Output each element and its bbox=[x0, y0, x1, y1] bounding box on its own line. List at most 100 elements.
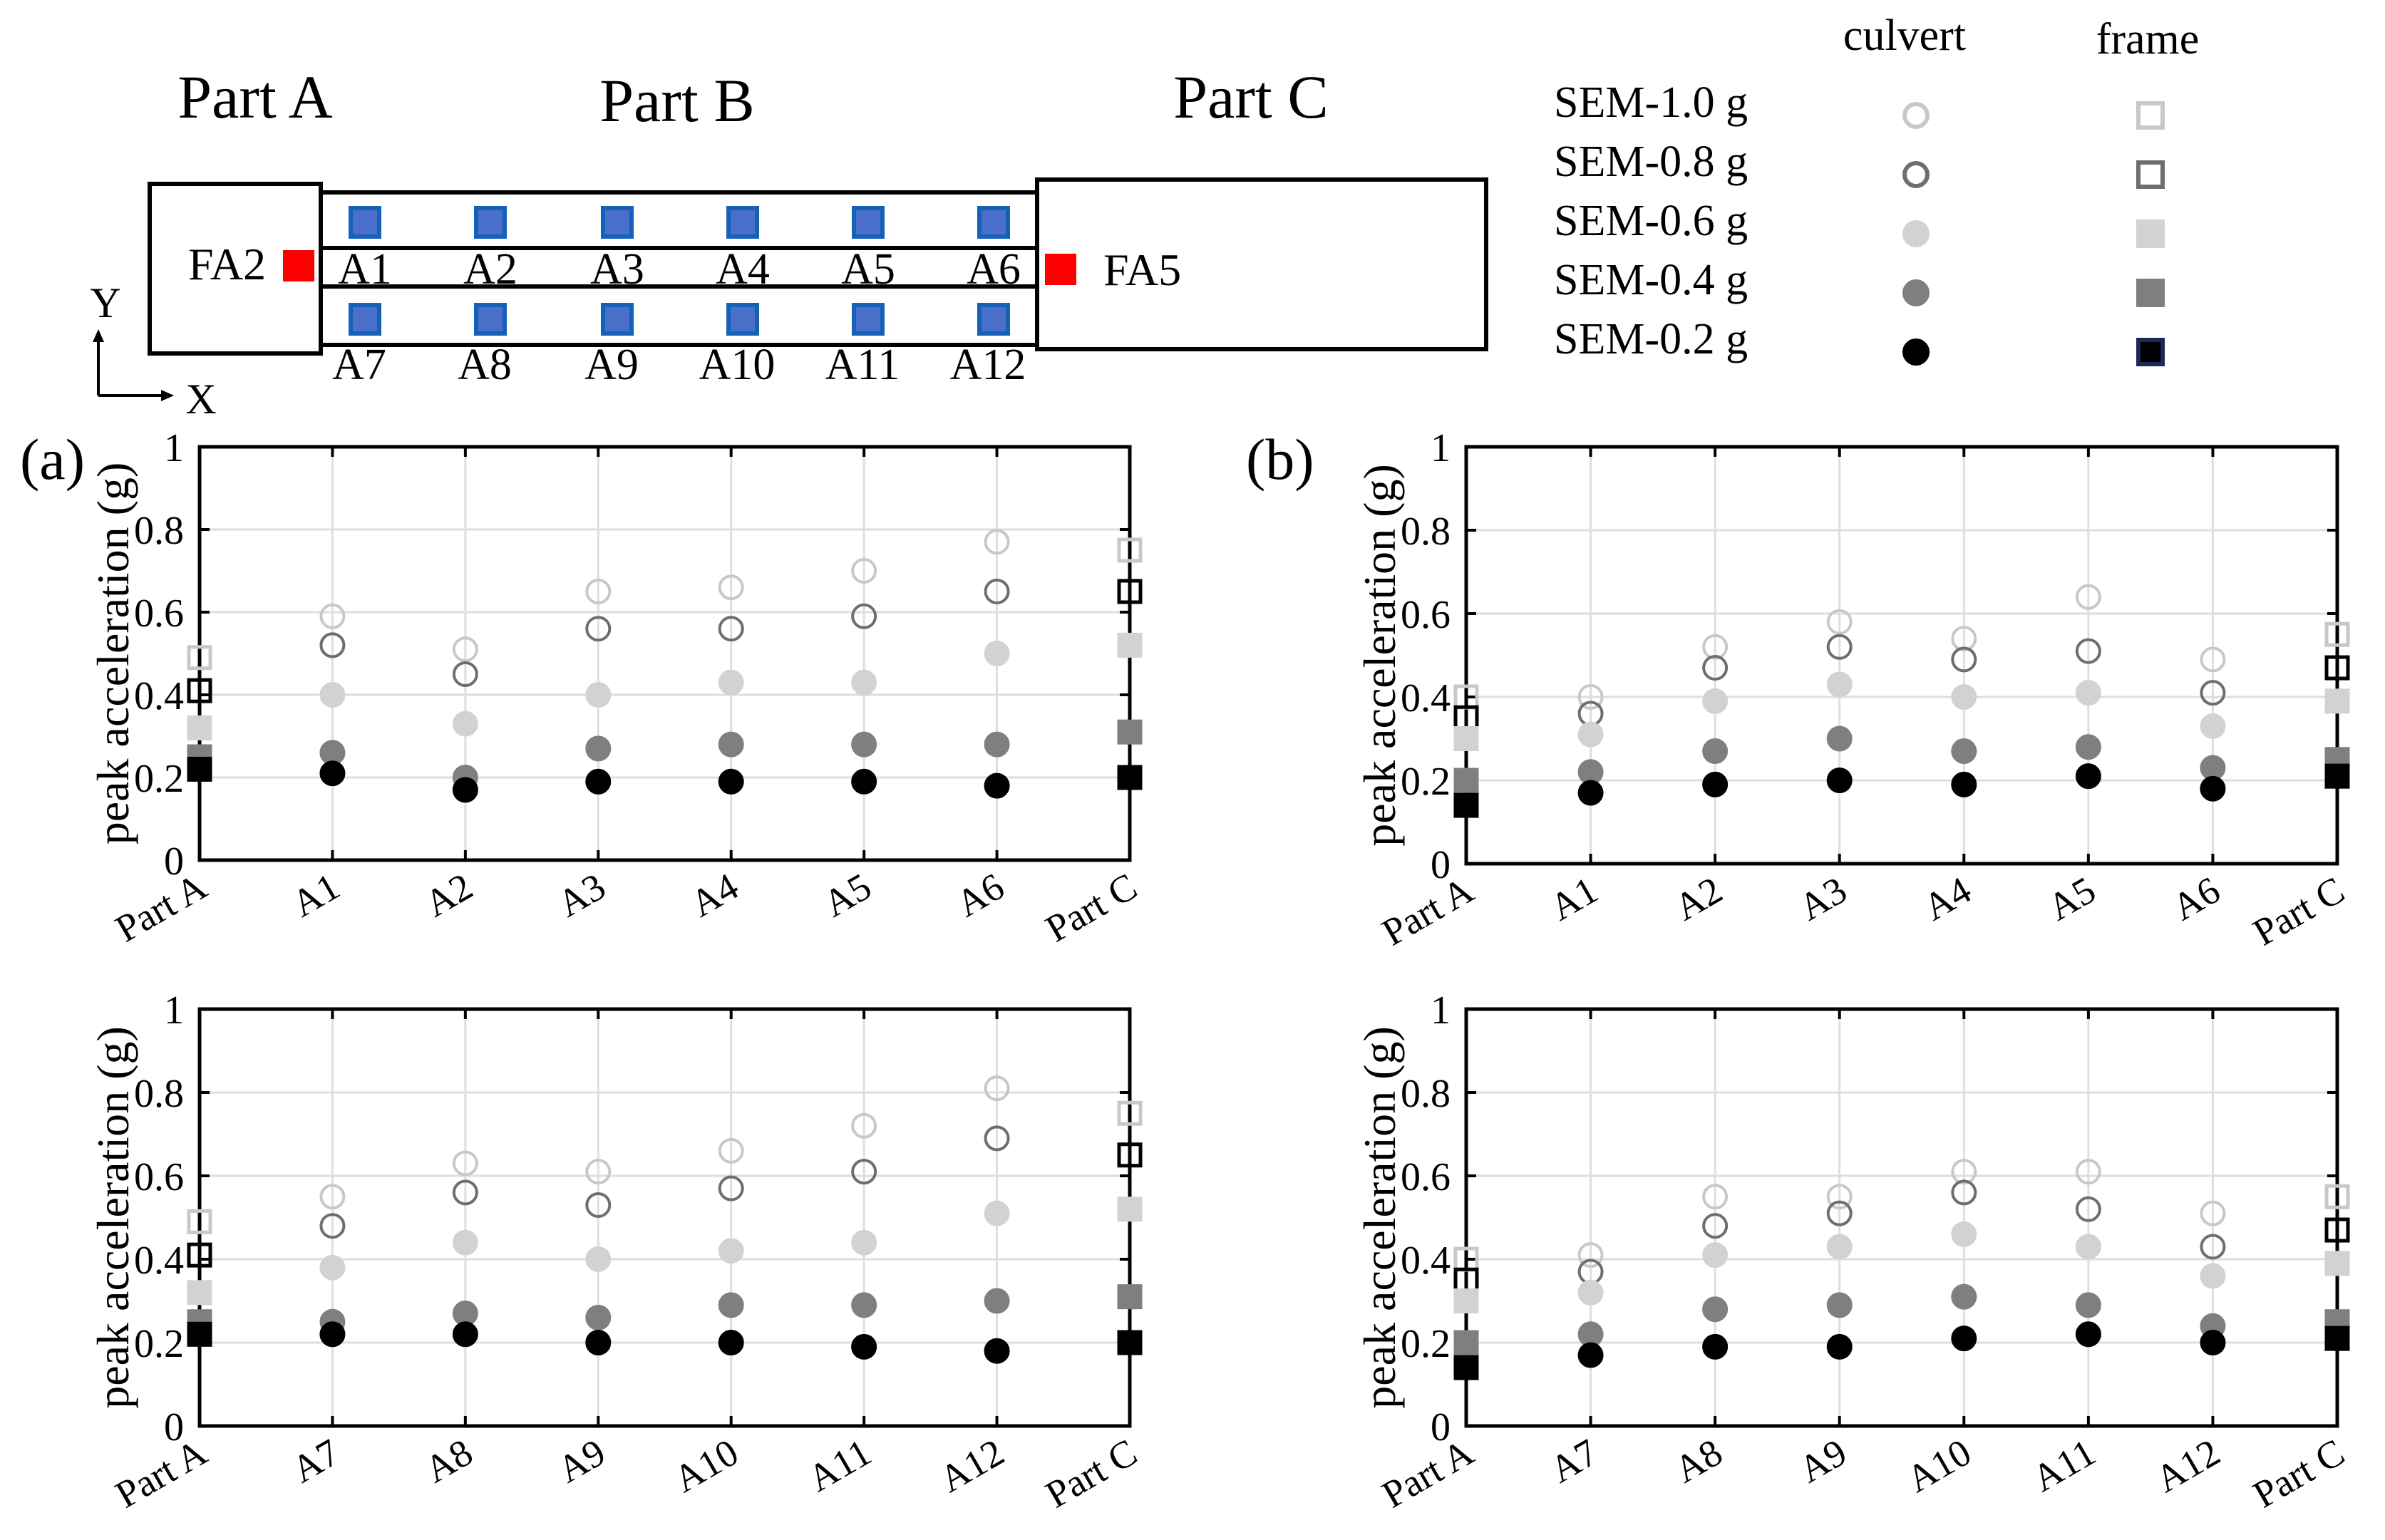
culvert-marker bbox=[452, 1321, 478, 1348]
sensor-label-a4: A4 bbox=[716, 245, 770, 294]
x-tick-label: A5 bbox=[816, 864, 878, 925]
sensor-a6 bbox=[977, 206, 1010, 239]
culvert-marker bbox=[2200, 646, 2226, 673]
upper-sensor-row: A1 A2 A3 A4 A5 A6 bbox=[338, 206, 1021, 294]
culvert-marker bbox=[851, 603, 877, 629]
axes-box bbox=[1464, 1007, 2339, 1428]
culvert-marker bbox=[851, 1229, 877, 1256]
culvert-marker bbox=[984, 772, 1010, 799]
culvert-marker bbox=[2200, 755, 2226, 781]
fa2-sensor bbox=[283, 250, 314, 281]
x-tick-label: A3 bbox=[550, 864, 612, 925]
panel-label-b: (b) bbox=[1246, 427, 1314, 492]
culvert-marker bbox=[319, 1254, 346, 1281]
culvert-marker bbox=[984, 1125, 1010, 1152]
y-tick-label: 0 bbox=[164, 1405, 184, 1449]
culvert-marker bbox=[1577, 721, 1604, 748]
legend-frame-marker-5 bbox=[2136, 338, 2165, 366]
culvert-marker bbox=[851, 1159, 877, 1185]
y-tick-label: 0.2 bbox=[134, 1322, 184, 1366]
chart-a-top: 0 0.2 0.4 0.6 0.8 1 Part A A1 A2 A3 A4 A5 A6 Part C pe… bbox=[88, 426, 1144, 951]
y-tick-label: 1 bbox=[1431, 988, 1451, 1033]
culvert-marker bbox=[1702, 688, 1729, 714]
sensor-a3 bbox=[601, 206, 634, 239]
sensor-label-a11: A11 bbox=[825, 341, 900, 389]
sensor-a1 bbox=[349, 206, 381, 239]
legend-header-frame: frame bbox=[2096, 15, 2200, 63]
frame-marker bbox=[1453, 1330, 1479, 1355]
culvert-marker bbox=[1826, 671, 1853, 698]
culvert-marker bbox=[1702, 634, 1729, 660]
culvert-marker bbox=[1702, 655, 1729, 681]
culvert-marker bbox=[452, 661, 478, 687]
y-tick-label: 1 bbox=[1431, 426, 1451, 470]
sensor-label-a12: A12 bbox=[950, 341, 1026, 389]
frame-marker bbox=[1117, 719, 1143, 745]
culvert-marker bbox=[1577, 684, 1604, 710]
culvert-marker bbox=[585, 579, 612, 604]
sensor-a10 bbox=[726, 303, 759, 336]
y-axis-title: peak acceleration (g) bbox=[88, 1026, 138, 1409]
chart-b-top: 0 0.2 0.4 0.6 0.8 1 Part A A1 A2 A3 A4 A5 A6 Part C pe… bbox=[1354, 426, 2351, 954]
y-tick-label: 0.8 bbox=[1401, 1072, 1451, 1116]
frame-marker bbox=[1453, 1288, 1479, 1313]
legend-frame-marker-2 bbox=[2136, 160, 2165, 189]
frame-marker bbox=[1117, 1284, 1143, 1310]
sensor-label-a1: A1 bbox=[338, 245, 392, 294]
culvert-marker bbox=[984, 529, 1010, 555]
culvert-marker bbox=[319, 760, 346, 787]
culvert-marker bbox=[452, 1150, 478, 1177]
frame-marker bbox=[2324, 1251, 2350, 1276]
culvert-marker bbox=[1826, 1184, 1853, 1210]
culvert-marker bbox=[984, 731, 1010, 758]
frame-marker bbox=[1117, 765, 1143, 790]
x-tick-label: A7 bbox=[284, 1430, 346, 1491]
culvert-marker bbox=[319, 1213, 346, 1239]
sensor-a8 bbox=[474, 303, 507, 336]
frame-marker bbox=[187, 715, 212, 740]
culvert-marker bbox=[319, 632, 346, 658]
chart-b-bottom: 0 0.2 0.4 0.6 0.8 1 Part A A7 A8 A9 A10 A11 A12 Part … bbox=[1354, 988, 2351, 1516]
culvert-marker bbox=[2200, 680, 2226, 706]
culvert-marker bbox=[2200, 1200, 2226, 1226]
legend-label-5: SEM-0.2 g bbox=[1554, 315, 1748, 363]
sensor-a2 bbox=[474, 206, 507, 239]
y-tick-label: 0.2 bbox=[134, 757, 184, 801]
frame-marker bbox=[187, 1280, 212, 1306]
frame-marker bbox=[2324, 688, 2350, 714]
culvert-marker bbox=[984, 1338, 1010, 1364]
culvert-marker bbox=[452, 636, 478, 663]
part-b-middle-box bbox=[319, 246, 1039, 289]
x-tick-label: Part A bbox=[108, 864, 214, 950]
y-tick-label: 0.8 bbox=[134, 1072, 184, 1116]
sensor-label-a9: A9 bbox=[584, 341, 639, 389]
part-c-box bbox=[1035, 177, 1488, 351]
legend: culvert frame SEM-1.0 g SEM-0.8 g SEM-0.6 … bbox=[1554, 11, 2200, 366]
culvert-marker bbox=[1951, 1159, 1977, 1185]
culvert-marker bbox=[585, 616, 612, 642]
culvert-marker bbox=[851, 558, 877, 584]
sensor-label-a6: A6 bbox=[967, 245, 1021, 294]
sensor-label-a3: A3 bbox=[590, 245, 644, 294]
x-tick-label: Part A bbox=[1375, 1430, 1480, 1516]
x-tick-label: Part C bbox=[1039, 864, 1144, 950]
legend-culvert-marker-1 bbox=[1902, 102, 1930, 129]
culvert-marker bbox=[1826, 1234, 1853, 1260]
culvert-marker bbox=[1826, 1200, 1853, 1226]
x-tick-label: A2 bbox=[418, 864, 480, 925]
x-tick-label: A1 bbox=[284, 864, 346, 925]
culvert-marker bbox=[1577, 1242, 1604, 1268]
y-tick-label: 0 bbox=[1431, 843, 1451, 887]
culvert-marker bbox=[2075, 1159, 2101, 1185]
frame-marker bbox=[1117, 579, 1143, 604]
sensor-a11 bbox=[852, 303, 885, 336]
x-tick-label: A4 bbox=[1916, 868, 1978, 929]
x-tick-label: A5 bbox=[2041, 868, 2103, 929]
culvert-marker bbox=[718, 1330, 744, 1355]
culvert-marker bbox=[2075, 680, 2101, 706]
culvert-marker bbox=[1951, 626, 1977, 652]
culvert-marker bbox=[2075, 1321, 2101, 1348]
culvert-marker bbox=[1702, 1333, 1729, 1360]
culvert-marker bbox=[718, 574, 744, 601]
